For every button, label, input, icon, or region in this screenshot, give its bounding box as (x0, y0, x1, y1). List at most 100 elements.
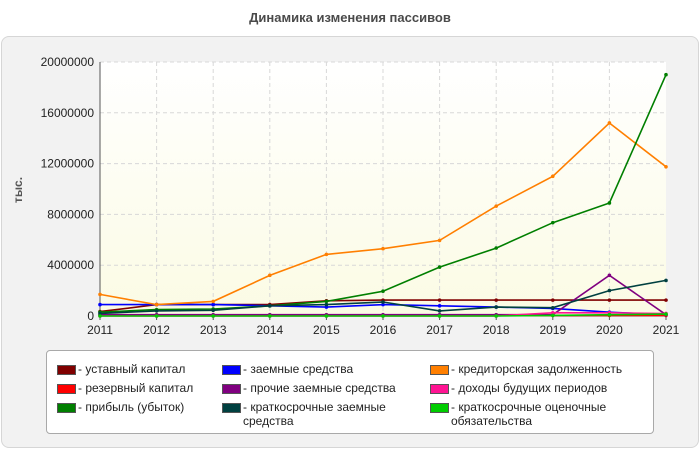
x-tick-label: 2020 (596, 323, 623, 337)
data-point (437, 304, 442, 308)
data-point (437, 265, 442, 269)
legend-label: - краткосрочные заемные средства (243, 400, 386, 428)
data-point (154, 314, 159, 318)
data-point (98, 311, 102, 316)
legend-item: - прочие заемные средства (222, 381, 417, 395)
legend-label: - заемные средства (243, 362, 354, 376)
legend-swatch (430, 384, 449, 394)
data-point (381, 246, 385, 251)
legend-swatch (222, 384, 241, 394)
data-point (494, 298, 499, 302)
legend-item: - резервный капитал (57, 381, 252, 395)
data-point (381, 302, 385, 307)
data-point (98, 292, 102, 297)
legend-swatch (57, 403, 76, 413)
legend-item: - кредиторская задолженность (430, 362, 645, 376)
legend-label: - кредиторская задолженность (451, 362, 623, 376)
data-point (211, 308, 215, 313)
chart-title: Динамика изменения пассивов (249, 10, 451, 25)
x-tick-label: 2015 (313, 323, 340, 337)
data-point (211, 314, 215, 318)
data-point (494, 246, 499, 250)
data-point (551, 305, 555, 310)
data-point (437, 314, 442, 318)
data-point (324, 299, 329, 304)
data-point (664, 164, 668, 169)
legend-item: - прибыль (убыток) (57, 400, 252, 414)
y-axis-label: тыс. (11, 177, 25, 203)
legend-swatch (430, 365, 449, 375)
x-tick-label: 2019 (539, 323, 566, 337)
x-tick-label: 2012 (143, 323, 170, 337)
legend-item: - заемные средства (222, 362, 417, 376)
data-point (211, 299, 215, 304)
data-point (551, 311, 555, 315)
legend-label: - прибыль (убыток) (78, 400, 185, 414)
x-tick-label: 2016 (370, 323, 397, 337)
data-point (324, 252, 329, 257)
data-point (551, 298, 555, 302)
legend-label: - уставный капитал (78, 362, 186, 376)
data-point (664, 72, 668, 77)
x-tick-labels: 2011 2012 2013 2014 2015 2016 2017 2018 2019 2020… (87, 323, 680, 337)
data-point (607, 298, 612, 302)
legend-label: - доходы будущих периодов (451, 381, 608, 395)
series-lines (98, 72, 668, 318)
data-point (211, 302, 215, 307)
data-point (268, 304, 272, 308)
y-tick-label: 4000000 (47, 258, 94, 272)
x-tick-label: 2017 (426, 323, 453, 337)
legend-item: - уставный капитал (57, 362, 252, 376)
y-tick-label: 0 (87, 309, 94, 323)
legend-item: - краткосрочные оценочные обязательства (430, 400, 645, 428)
data-point (268, 273, 272, 278)
x-tick-label: 2011 (87, 323, 113, 337)
x-tick-label: 2014 (256, 323, 283, 337)
legend-label: - прочие заемные средства (243, 381, 396, 395)
data-point (551, 220, 555, 225)
x-tick-label: 2021 (653, 323, 680, 337)
data-point (98, 302, 102, 307)
data-point (324, 302, 329, 307)
data-point (664, 278, 668, 283)
data-point (324, 305, 329, 309)
data-point (664, 312, 668, 316)
data-point (494, 204, 499, 208)
data-point (607, 312, 612, 317)
y-tick-label: 16000000 (41, 106, 95, 120)
data-point (437, 298, 442, 302)
legend-item: - доходы будущих периодов (430, 381, 645, 395)
data-point (381, 300, 385, 304)
y-tick-labels: 0 4000000 8000000 12000000 16000000 20000000 (41, 55, 95, 323)
x-tick-label: 2018 (483, 323, 510, 337)
legend-item: - краткосрочные заемные средства (222, 400, 417, 428)
legend-swatch (57, 384, 76, 394)
data-point (381, 289, 385, 294)
legend-label: - краткосрочные оценочные обязательства (451, 400, 607, 428)
data-point (607, 273, 612, 278)
x-tick-label: 2013 (200, 323, 227, 337)
legend-swatch (57, 365, 76, 375)
legend-label: - резервный капитал (78, 381, 194, 395)
data-point (381, 314, 385, 318)
data-point (607, 201, 612, 205)
legend-swatch (222, 403, 241, 413)
y-tick-label: 20000000 (41, 55, 95, 69)
data-point (607, 121, 612, 125)
data-point (268, 314, 272, 318)
data-point (664, 298, 668, 302)
data-point (154, 309, 159, 313)
y-tick-label: 8000000 (47, 207, 94, 221)
data-point (494, 305, 499, 309)
data-point (551, 313, 555, 318)
data-point (551, 174, 555, 179)
y-tick-label: 12000000 (41, 157, 95, 171)
data-point (494, 314, 499, 318)
data-point (437, 238, 442, 243)
data-point (607, 288, 612, 293)
legend-swatch (222, 365, 241, 375)
data-point (154, 302, 159, 307)
data-point (324, 314, 329, 318)
data-point (98, 314, 102, 318)
